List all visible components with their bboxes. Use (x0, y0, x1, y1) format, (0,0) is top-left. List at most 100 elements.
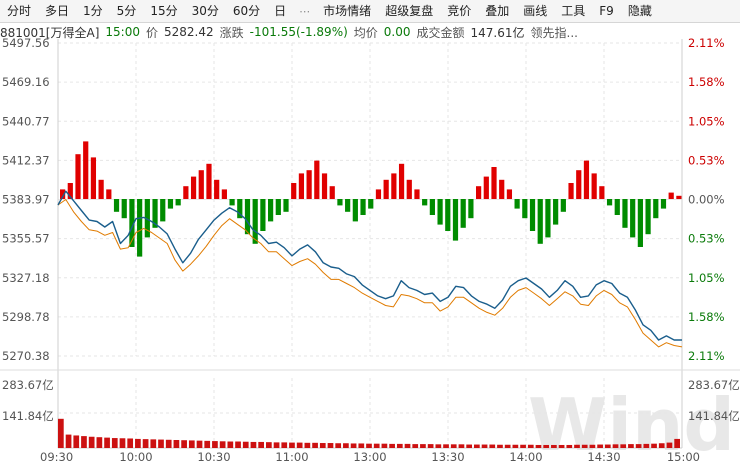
lead-indicator-bar (653, 199, 659, 219)
lead-indicator-bar (599, 186, 605, 199)
lead-indicator-bar (244, 199, 251, 235)
lead-indicator-bar (121, 199, 127, 219)
price-value: 5282.42 (164, 25, 214, 39)
pct-tick-label: 0.00% (688, 193, 725, 207)
toolbar-item-8[interactable]: 市场情绪 (323, 4, 372, 18)
volume-bar (658, 443, 665, 448)
volume-bar (666, 442, 673, 448)
lead-indicator-bar (522, 199, 528, 219)
toolbar-item-9[interactable]: 超级复盘 (385, 4, 434, 18)
lead-indicator-bar (468, 199, 474, 219)
volume-bar (289, 442, 295, 448)
toolbar-item-15[interactable]: 隐藏 (627, 4, 652, 18)
lead-indicator-bar (483, 176, 489, 199)
volume-bar (304, 442, 311, 448)
toolbar-item-6[interactable]: 60分 (232, 4, 261, 18)
toolbar-item-2[interactable]: 1分 (83, 4, 103, 18)
toolbar-item-10[interactable]: 竞价 (447, 4, 472, 18)
lead-indicator-bar (90, 157, 97, 199)
price-label: 价 (145, 25, 158, 40)
toolbar-item-3[interactable]: 5分 (116, 4, 137, 18)
volume-bar (566, 444, 573, 448)
lead-indicator-bar (491, 167, 497, 199)
volume-bar (581, 444, 588, 448)
volume-bar (643, 443, 650, 448)
pct-tick-label: 1.05% (688, 114, 725, 128)
volume-bar (512, 444, 519, 448)
volume-bar (558, 444, 565, 448)
volume-bar (142, 439, 149, 448)
lead-indicator-bar (476, 186, 482, 199)
volume-bar (296, 442, 303, 448)
volume-bar (427, 444, 434, 448)
lead-indicator-bar (437, 199, 443, 225)
volume-bar (73, 435, 80, 448)
lead-indicator-bar (514, 199, 520, 209)
lead-indicator-bar (452, 199, 459, 241)
volume-bar (389, 443, 395, 448)
lead-indicator-bar (345, 199, 351, 212)
lead-indicator-label: 领先指... (530, 25, 578, 40)
toolbar-more-icon[interactable]: ⋯ (299, 4, 311, 18)
lead-indicator-bar (260, 199, 266, 231)
volume-bar (327, 443, 334, 448)
lead-indicator-bar (183, 186, 189, 199)
quote-info-bar: 881001[万得全A] 15:00 价 5282.42 涨跌 -101.55(… (0, 23, 740, 41)
lead-indicator-bar (560, 199, 566, 212)
lead-indicator-bar (352, 199, 358, 222)
lead-indicator-bar (314, 160, 320, 199)
pct-tick-label: 1.58% (688, 310, 725, 324)
quote-time: 15:00 (105, 25, 140, 39)
volume-bar (173, 440, 180, 448)
toolbar-item-0[interactable]: 分时 (7, 4, 32, 18)
lead-indicator-bar (175, 199, 181, 206)
volume-bar (443, 444, 449, 448)
lead-indicator-bar (329, 186, 335, 199)
volume-bar (466, 444, 472, 448)
volume-bar (458, 444, 465, 448)
lead-indicator-bar (422, 199, 428, 206)
lead-indicator-bar (206, 163, 212, 199)
time-tick-label: 14:30 (587, 450, 620, 464)
lead-indicator-bar (622, 199, 628, 228)
pct-tick-label: 0.53% (688, 153, 725, 167)
time-tick-label: 10:00 (119, 450, 152, 464)
lead-indicator-bar (676, 195, 682, 199)
volume-bar (543, 444, 550, 448)
volume-bar (504, 444, 511, 448)
volume-bar (135, 438, 141, 448)
toolbar-item-4[interactable]: 15分 (150, 4, 178, 18)
volume-bar (242, 441, 249, 448)
lead-indicator-bar (268, 199, 274, 222)
lead-indicator-bar (283, 199, 289, 212)
volume-bar (450, 444, 457, 448)
price-tick-label: 5270.38 (2, 349, 50, 363)
toolbar-item-12[interactable]: 画线 (523, 4, 548, 18)
volume-bar (396, 443, 403, 448)
lead-indicator-bar (630, 199, 636, 238)
volume-bar (212, 441, 218, 448)
lead-indicator-bar (229, 199, 235, 206)
pct-tick-label: 0.53% (688, 232, 725, 246)
chart-toolbar: 分时 多日 1分 5分 15分 30分 60分日 ⋯ 市场情绪 超级复盘 竞价 叠加 画线 工具 F9 隐藏 (0, 0, 740, 23)
toolbar-item-11[interactable]: 叠加 (485, 4, 510, 18)
price-tick-label: 5497.56 (2, 36, 50, 50)
price-tick-label: 5327.18 (2, 271, 50, 285)
toolbar-item-5[interactable]: 30分 (191, 4, 219, 18)
lead-indicator-bar (321, 173, 328, 199)
volume-bar (366, 443, 372, 448)
volume-bar (196, 440, 203, 448)
volume-bar (150, 439, 157, 448)
toolbar-item-13[interactable]: 工具 (561, 4, 586, 18)
pct-tick-label: 1.05% (688, 271, 725, 285)
toolbar-item-14[interactable]: F9 (599, 4, 614, 18)
lead-indicator-bar (113, 199, 120, 212)
toolbar-item-1[interactable]: 多日 (45, 4, 70, 18)
volume-bar (81, 436, 87, 448)
volume-bar (597, 444, 603, 448)
turnover-label: 成交金额 (416, 25, 465, 40)
toolbar-item-7[interactable]: 日 (274, 4, 287, 18)
lead-indicator-bar (275, 199, 281, 215)
lead-indicator-bar (144, 199, 150, 238)
